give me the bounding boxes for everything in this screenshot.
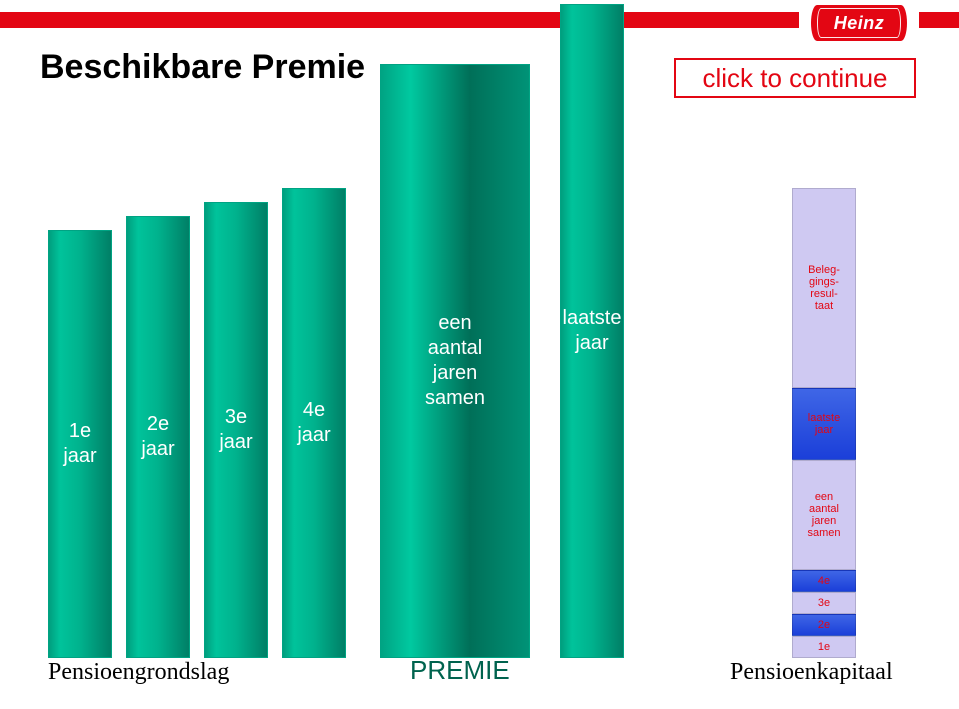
pensioenkapitaal-stack: Beleg-gings-resul-taat laatstejaar eenaa… [792, 188, 856, 658]
seg-2e: 2e [792, 614, 856, 636]
seg-label: 1e [818, 641, 830, 653]
bar-3e-jaar: 3ejaar [204, 202, 268, 658]
seg-resultaat: Beleg-gings-resul-taat [792, 188, 856, 388]
seg-1e: 1e [792, 636, 856, 658]
seg-3e: 3e [792, 592, 856, 614]
seg-label: 3e [818, 597, 830, 609]
seg-laatste: laatstejaar [792, 388, 856, 460]
bar-samen: eenaantaljarensamen [380, 64, 530, 658]
premie-chart: 1ejaar 2ejaar 3ejaar 4ejaar eenaantaljar… [30, 30, 930, 680]
bar-4e-jaar: 4ejaar [282, 188, 346, 658]
heinz-logo-text: Heinz [834, 13, 885, 34]
axis-right-label: Pensioenkapitaal [730, 659, 893, 686]
seg-label: 4e [818, 575, 830, 587]
bar-label: eenaantaljarensamen [425, 311, 485, 411]
bar-laatste: laatstejaar [560, 4, 624, 658]
bar-label: 1ejaar [63, 419, 96, 469]
seg-label: eenaantaljarensamen [807, 491, 840, 539]
bar-1e-jaar: 1ejaar [48, 230, 112, 658]
bar-label: laatstejaar [563, 306, 622, 356]
seg-label: 2e [818, 619, 830, 631]
axis-left-label: Pensioengrondslag [48, 659, 229, 686]
bar-label: 4ejaar [297, 398, 330, 448]
seg-samen: eenaantaljarensamen [792, 460, 856, 570]
seg-label: Beleg-gings-resul-taat [808, 264, 840, 312]
axis-mid-label: PREMIE [410, 655, 510, 686]
bar-2e-jaar: 2ejaar [126, 216, 190, 658]
seg-label: laatstejaar [808, 412, 840, 436]
bar-label: 3ejaar [219, 405, 252, 455]
header-bar-left [0, 12, 760, 28]
seg-4e: 4e [792, 570, 856, 592]
logo-wrap: Heinz [799, 0, 919, 46]
bar-label: 2ejaar [141, 412, 174, 462]
heinz-logo: Heinz [811, 5, 907, 41]
